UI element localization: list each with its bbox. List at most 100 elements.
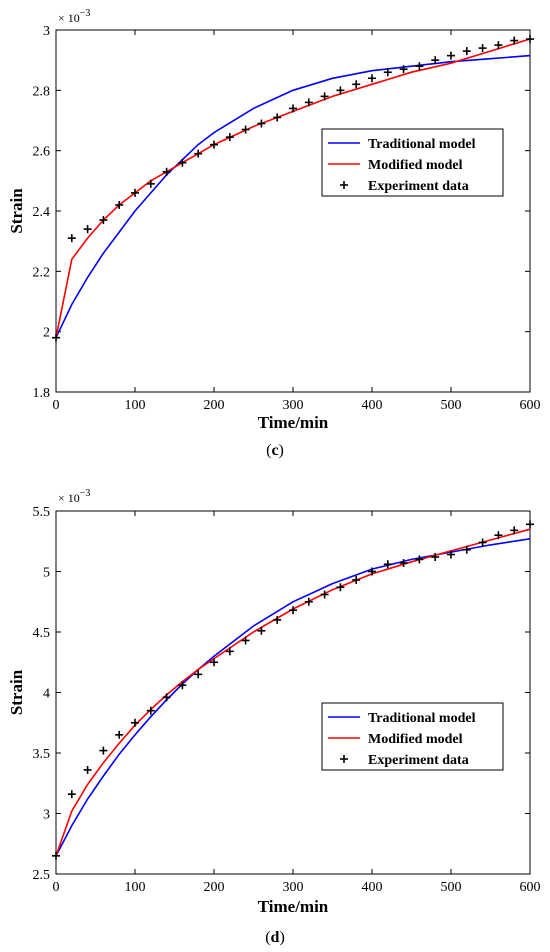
data-point	[304, 597, 313, 606]
x-tick-label: 200	[204, 398, 225, 413]
data-point	[178, 681, 187, 690]
data-point	[289, 104, 297, 113]
x-tick-label: 400	[362, 880, 383, 895]
data-point	[415, 555, 424, 564]
data-point	[336, 86, 345, 95]
data-point	[510, 36, 519, 45]
data-point	[336, 583, 345, 592]
data-point	[494, 41, 503, 50]
y-tick-label: 1.8	[33, 386, 51, 401]
x-tick-label: 600	[520, 398, 541, 413]
data-point	[162, 693, 171, 702]
series-line-traditional	[55, 54, 531, 339]
data-point	[494, 531, 503, 540]
data-point	[194, 149, 203, 158]
y-exponent-base: × 10	[58, 491, 80, 505]
y-exponent-power: −3	[80, 8, 91, 19]
x-tick-label: 500	[441, 398, 462, 413]
data-point	[162, 167, 171, 176]
data-point	[352, 575, 361, 584]
legend: Traditional model Modified model Experimen…	[321, 702, 504, 771]
data-point	[115, 730, 124, 739]
series-line-modified	[55, 528, 531, 857]
caption-open: (	[266, 442, 271, 459]
data-point	[526, 35, 534, 44]
data-point	[510, 526, 519, 535]
legend-box	[321, 702, 504, 771]
legend-label: Experiment data	[368, 753, 469, 768]
data-point	[399, 559, 408, 568]
caption-letter: c	[271, 442, 278, 459]
x-tick-label: 300	[283, 880, 304, 895]
x-axis-label: Time/min	[258, 897, 329, 916]
data-point	[526, 520, 534, 529]
data-point	[304, 98, 313, 107]
data-point	[83, 765, 92, 774]
data-point	[368, 567, 376, 576]
data-point	[115, 200, 124, 209]
data-point	[241, 636, 250, 645]
y-exponent-label: × 10−3	[58, 8, 90, 25]
data-point	[320, 590, 329, 599]
data-point	[273, 615, 282, 624]
data-point	[52, 333, 60, 342]
data-point	[131, 718, 139, 727]
data-point	[352, 80, 361, 89]
data-point	[99, 746, 108, 755]
data-point	[320, 92, 329, 101]
y-exponent-base: × 10	[58, 11, 80, 25]
y-tick-label: 3	[43, 24, 50, 39]
chart-c-svg: 0 100 200 300 400 500 600 1.8 2 2.2 2.4 2.6 2.8 3 × 10…	[7, 8, 541, 459]
caption-open: (	[265, 929, 270, 946]
data-point	[67, 234, 76, 243]
figure-d: 0 100 200 300 400 500 600 2.5 3 3.5 4 4.5 5 5.5 × 10−3…	[0, 474, 550, 947]
y-tick-label: 2	[43, 326, 50, 341]
data-point	[383, 68, 392, 77]
y-tick-label: 2.8	[33, 84, 51, 99]
y-tick-label: 2.2	[33, 265, 51, 280]
y-tick-label: 3	[43, 808, 50, 823]
data-point	[478, 538, 487, 547]
x-tick-label: 100	[125, 398, 146, 413]
y-tick-label: 2.5	[33, 868, 51, 883]
figure-c: 0 100 200 300 400 500 600 1.8 2 2.2 2.4 2.6 2.8 3 × 10…	[0, 0, 550, 470]
y-tick-label: 3.5	[33, 747, 51, 762]
plot-frame	[55, 29, 531, 393]
legend-label: Modified model	[368, 732, 463, 747]
data-point	[99, 216, 108, 225]
data-point	[257, 626, 266, 635]
legend: Traditional model Modified model Experimen…	[321, 128, 504, 197]
y-tick-label: 5	[43, 566, 50, 581]
data-point	[383, 560, 392, 569]
data-point	[210, 140, 218, 149]
data-point	[431, 56, 440, 65]
x-tick-label: 400	[362, 398, 383, 413]
y-axis-label: Strain	[7, 188, 26, 234]
data-point	[289, 606, 297, 615]
x-tick-label: 200	[204, 880, 225, 895]
figure-caption: (d)	[265, 929, 285, 946]
legend-label: Modified model	[368, 158, 463, 173]
y-exponent-label: × 10−3	[58, 488, 90, 505]
data-point	[462, 47, 471, 56]
legend-label: Traditional model	[368, 137, 476, 152]
x-tick-label: 500	[441, 880, 462, 895]
caption-close: )	[279, 929, 284, 946]
legend-label: Traditional model	[368, 711, 476, 726]
data-point	[368, 74, 376, 83]
data-point	[431, 552, 440, 561]
data-point	[146, 706, 155, 715]
data-point	[447, 550, 455, 559]
data-point	[194, 670, 203, 679]
x-tick-label: 600	[520, 880, 541, 895]
y-tick-label: 4.5	[33, 626, 51, 641]
data-point	[67, 790, 76, 799]
data-point	[210, 658, 218, 667]
x-tick-label: 0	[53, 880, 60, 895]
data-point	[257, 119, 266, 128]
data-point	[399, 65, 408, 74]
data-point	[447, 51, 455, 60]
x-tick-label: 0	[53, 398, 60, 413]
data-point	[52, 851, 60, 860]
y-axis-label: Strain	[7, 669, 26, 715]
